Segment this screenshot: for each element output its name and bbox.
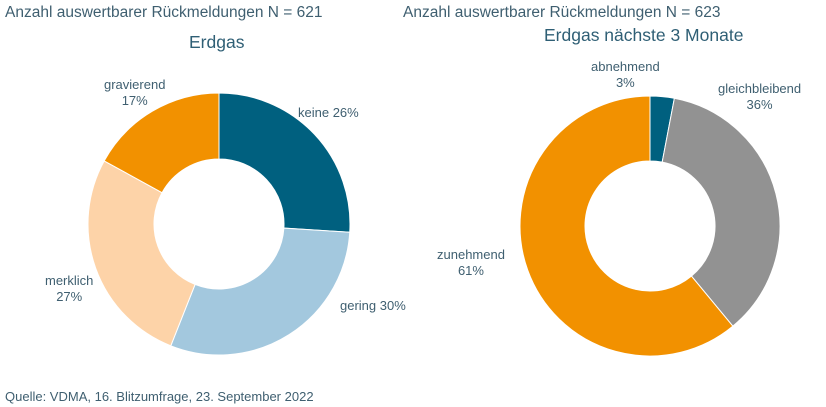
response-count-right: Anzahl auswertbarer Rückmeldungen N = 62… [403, 4, 721, 21]
label-keine: keine 26% [298, 105, 359, 120]
donut-chart-erdgas-next-3-months [519, 95, 781, 357]
label-gravierend: gravierend 17% [104, 77, 166, 108]
donut-slice-merklich [87, 160, 196, 347]
chart-title-left: Erdgas [189, 32, 245, 52]
donut-chart-erdgas [87, 92, 351, 356]
label-merklich: merklich 27% [45, 273, 94, 304]
label-gering: gering 30% [340, 298, 406, 313]
source-note: Quelle: VDMA, 16. Blitzumfrage, 23. Sept… [5, 389, 314, 404]
label-abnehmend: abnehmend 3% [591, 59, 660, 90]
label-gleichbleibend: gleichbleibend 36% [718, 81, 802, 112]
donut-slice-keine [218, 92, 351, 233]
response-count-left: Anzahl auswertbarer Rückmeldungen N = 62… [5, 4, 323, 21]
chart-title-right: Erdgas nächste 3 Monate [544, 25, 744, 45]
donut-slice-gleichbleibend [661, 97, 781, 327]
donut-slice-zunehmend [519, 95, 734, 357]
donut-slice-gering [170, 227, 351, 356]
donut-slice-gravierend [103, 92, 220, 194]
label-zunehmend: zunehmend 61% [437, 247, 505, 278]
